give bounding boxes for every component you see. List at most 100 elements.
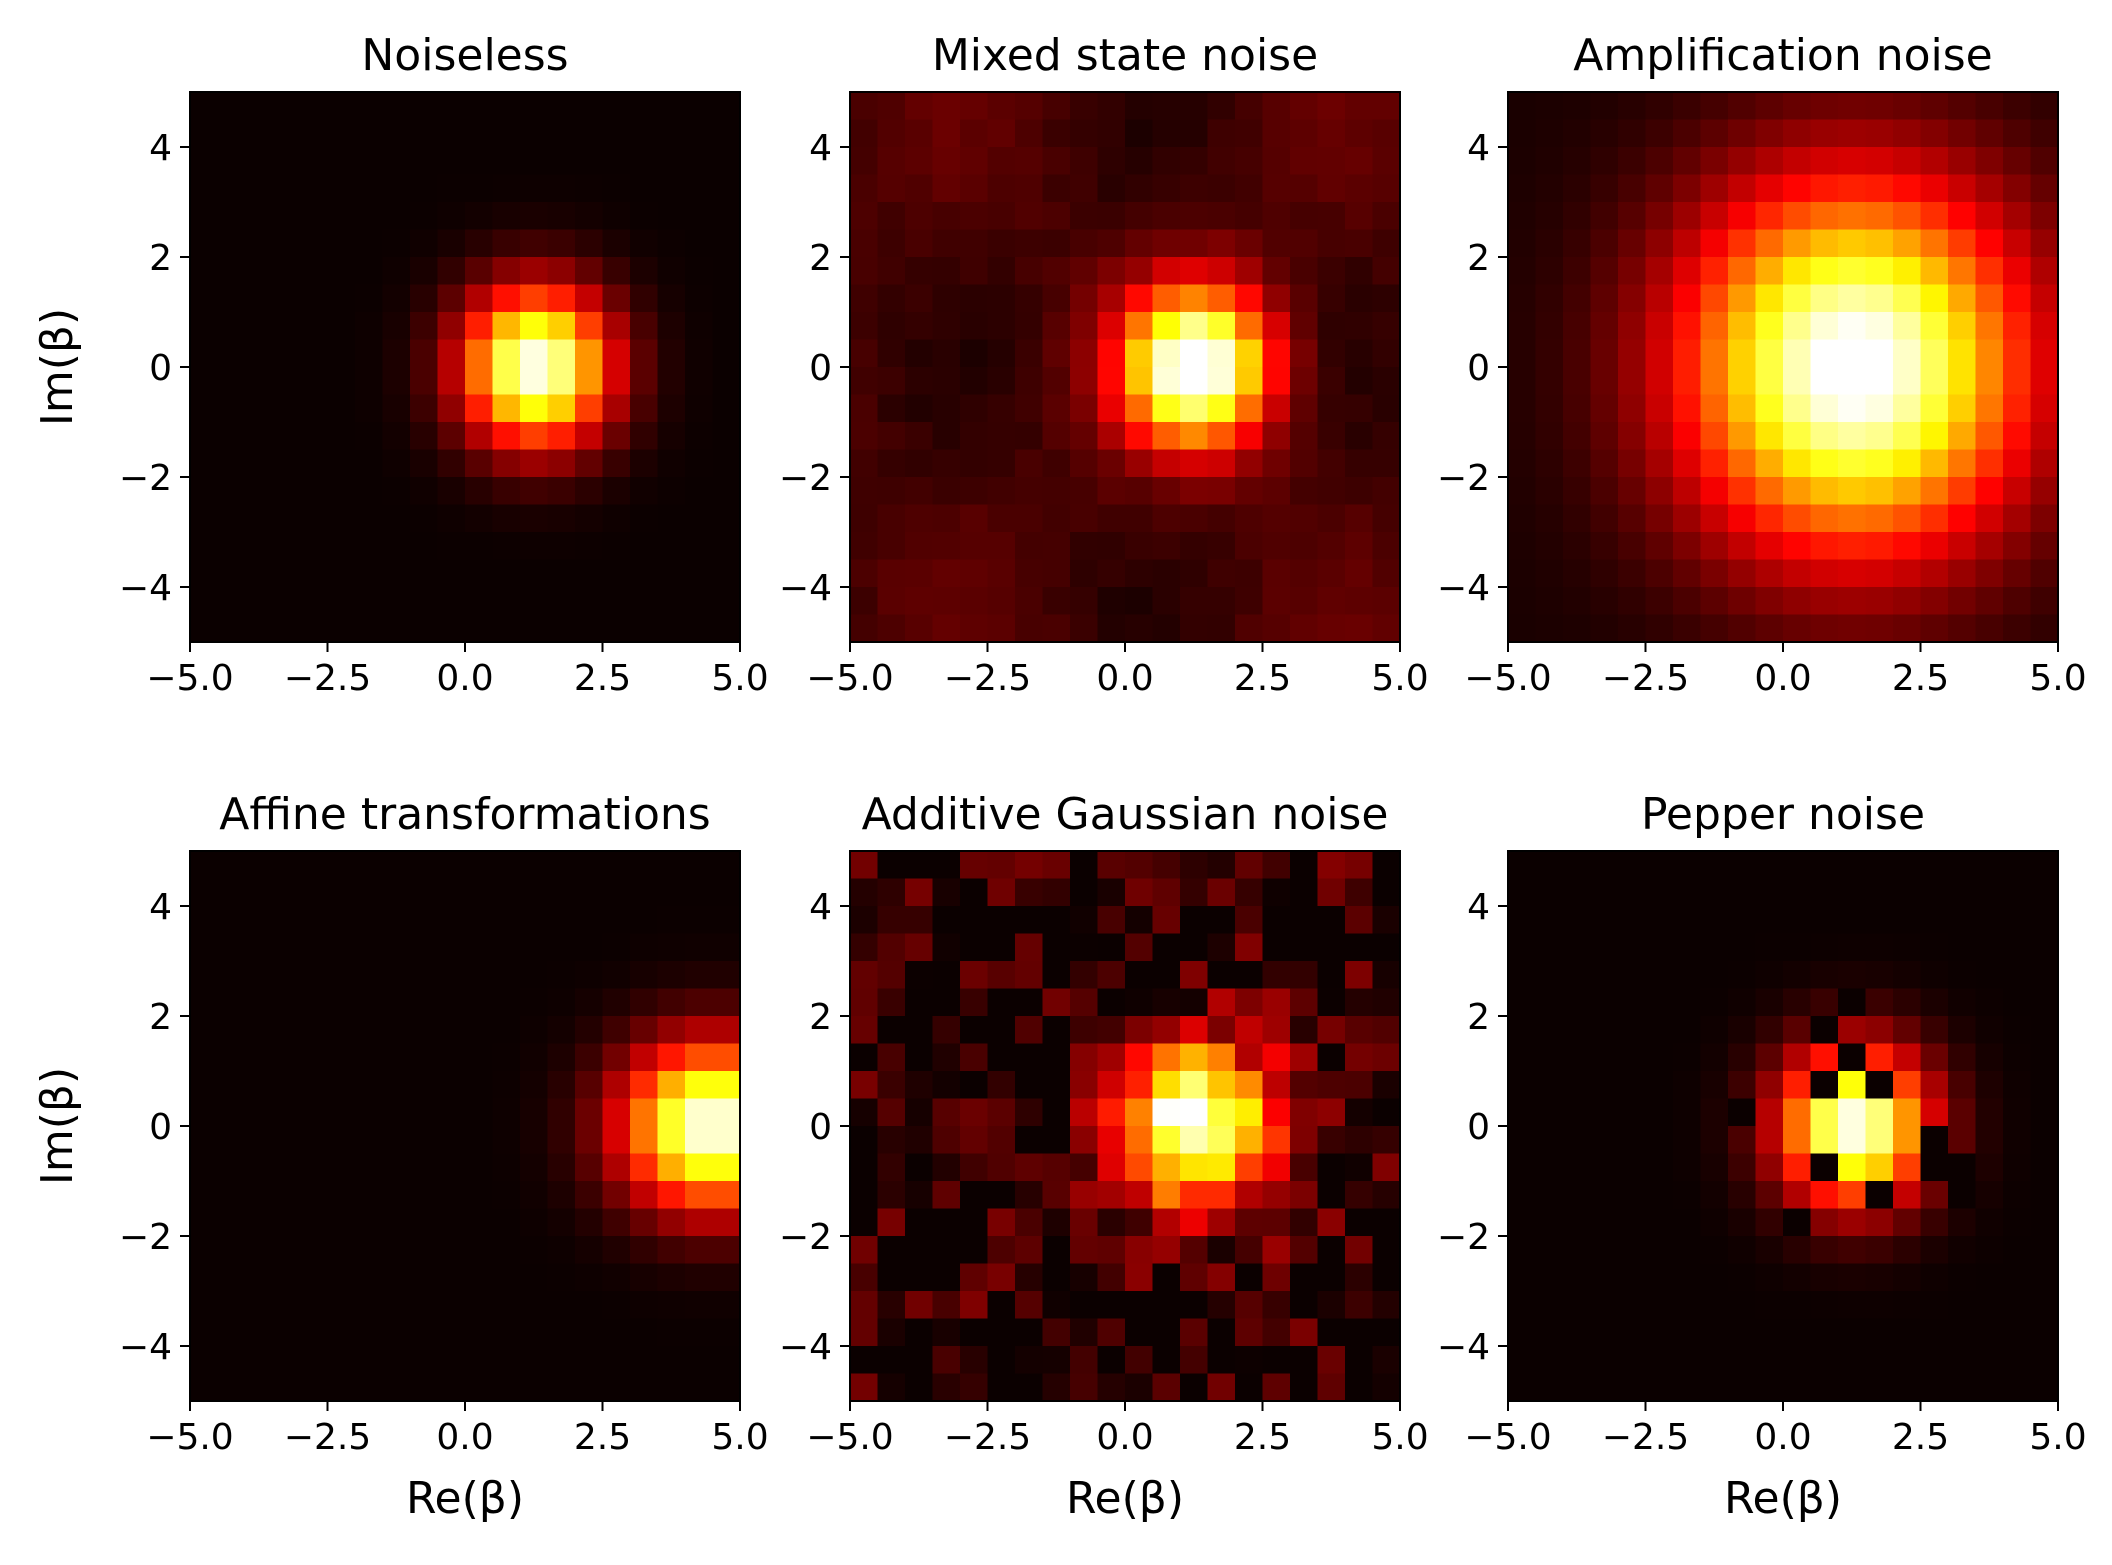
heatmap-cell <box>2003 559 2032 588</box>
heatmap-cell <box>630 367 659 396</box>
heatmap-cell <box>960 961 989 990</box>
heatmap-cell <box>657 559 686 588</box>
heatmap-cell <box>1783 906 1812 935</box>
heatmap-cell <box>1235 1291 1264 1320</box>
heatmap-cell <box>1235 174 1264 203</box>
heatmap-cell <box>437 284 466 313</box>
heatmap-cell <box>2030 1373 2059 1402</box>
heatmap-cell <box>877 504 906 533</box>
heatmap-cell <box>877 1373 906 1402</box>
heatmap-cell <box>1920 1263 1949 1292</box>
heatmap-cell <box>1563 504 1592 533</box>
heatmap-cell <box>1290 147 1319 176</box>
heatmap-cell <box>1015 614 1044 643</box>
heatmap-cell <box>1755 1098 1784 1127</box>
heatmap-cell <box>1838 174 1867 203</box>
heatmap-cell <box>1975 174 2004 203</box>
heatmap-cell <box>1070 878 1099 907</box>
heatmap-cell <box>630 119 659 148</box>
heatmap-cell <box>1645 559 1674 588</box>
heatmap-cell <box>547 119 576 148</box>
heatmap-cell <box>1235 1318 1264 1347</box>
heatmap-cell <box>547 449 576 478</box>
heatmap-cell <box>575 1373 604 1402</box>
heatmap-cell <box>1180 92 1209 121</box>
heatmap-cell <box>245 1071 274 1100</box>
heatmap-cell <box>1125 1071 1154 1100</box>
heatmap-cell <box>1508 587 1537 616</box>
heatmap-cell <box>1345 174 1374 203</box>
heatmap-cell <box>1235 147 1264 176</box>
heatmap-cell <box>1070 339 1099 368</box>
heatmap-cell <box>382 1043 411 1072</box>
heatmap-cell <box>1207 312 1236 341</box>
heatmap-cell <box>2003 147 2032 176</box>
heatmap-cell <box>657 394 686 423</box>
heatmap-cell <box>1262 202 1291 231</box>
heatmap-cell <box>1838 257 1867 286</box>
heatmap-cell <box>1975 851 2004 880</box>
heatmap-cell <box>2030 1181 2059 1210</box>
heatmap-cell <box>1235 119 1264 148</box>
heatmap-cell <box>905 1126 934 1155</box>
heatmap-cell <box>1865 367 1894 396</box>
heatmap-cell <box>850 1346 879 1375</box>
heatmap-cell <box>492 367 521 396</box>
heatmap-cell <box>1590 1016 1619 1045</box>
heatmap-cell <box>1262 1071 1291 1100</box>
heatmap-cell <box>712 1153 741 1182</box>
heatmap-cell <box>520 532 549 561</box>
heatmap-cell <box>1948 174 1977 203</box>
heatmap-cell <box>272 477 301 506</box>
heatmap-cell <box>1645 257 1674 286</box>
heatmap-cell <box>630 1153 659 1182</box>
heatmap-cell <box>547 906 576 935</box>
heatmap-cell <box>1975 422 2004 451</box>
heatmap-cell <box>2003 339 2032 368</box>
heatmap-cell <box>1290 906 1319 935</box>
heatmap-cell <box>1180 504 1209 533</box>
heatmap-cell <box>1590 587 1619 616</box>
heatmap-cell <box>1235 92 1264 121</box>
heatmap-cell <box>1948 229 1977 258</box>
heatmap-cell <box>1673 1318 1702 1347</box>
heatmap-cell <box>850 504 879 533</box>
heatmap-cell <box>1563 1318 1592 1347</box>
heatmap-cell <box>1700 614 1729 643</box>
heatmap-cell <box>1673 1071 1702 1100</box>
heatmap-cell <box>1893 1153 1922 1182</box>
heatmap-cell <box>1207 559 1236 588</box>
heatmap-cell <box>1125 1263 1154 1292</box>
heatmap-cell <box>1372 961 1401 990</box>
y-axis-label: Im(β) <box>32 308 83 426</box>
heatmap-cell <box>1865 1208 1894 1237</box>
heatmap-cell <box>1920 147 1949 176</box>
heatmap-cell <box>1097 1263 1126 1292</box>
heatmap-cell <box>1673 1373 1702 1402</box>
heatmap-cell <box>1728 367 1757 396</box>
heatmap-cell <box>877 422 906 451</box>
heatmap-cell <box>382 1071 411 1100</box>
heatmap-cell <box>1920 1043 1949 1072</box>
heatmap-cell <box>547 1373 576 1402</box>
heatmap-cell <box>190 1071 219 1100</box>
heatmap-cell <box>1345 1071 1374 1100</box>
heatmap-cell <box>1262 1373 1291 1402</box>
heatmap-cell <box>1317 422 1346 451</box>
heatmap-cell <box>1838 504 1867 533</box>
heatmap-cell <box>1042 961 1071 990</box>
heatmap-cell <box>547 559 576 588</box>
heatmap-cell <box>575 1318 604 1347</box>
heatmap-cell <box>657 92 686 121</box>
heatmap-cell <box>905 851 934 880</box>
heatmap-cell <box>1755 394 1784 423</box>
heatmap-cell <box>850 587 879 616</box>
heatmap-cell <box>1042 422 1071 451</box>
heatmap-cell <box>1235 1208 1264 1237</box>
heatmap-cell <box>1783 851 1812 880</box>
heatmap-cell <box>410 587 439 616</box>
heatmap-cell <box>1673 257 1702 286</box>
heatmap-cell <box>1535 961 1564 990</box>
heatmap-cell <box>272 1126 301 1155</box>
heatmap-cell <box>1207 1373 1236 1402</box>
